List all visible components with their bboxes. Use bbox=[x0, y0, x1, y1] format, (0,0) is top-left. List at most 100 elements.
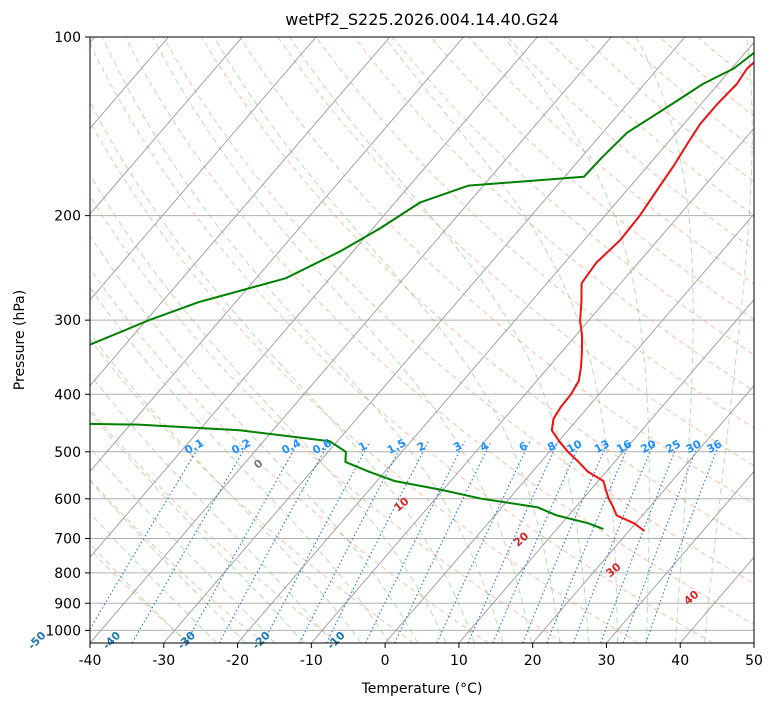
moist-adiabat-label: 20 bbox=[511, 529, 531, 549]
x-tick-label: 30 bbox=[598, 653, 616, 669]
isotherm bbox=[90, 37, 464, 473]
moist-adiabat bbox=[152, 37, 532, 643]
isotherms bbox=[90, 37, 754, 643]
isotherm bbox=[237, 41, 754, 643]
mixing-ratio-label: 0.1 bbox=[183, 436, 206, 457]
chart-title: wetPf2_S225.2026.004.14.40.G24 bbox=[285, 10, 559, 30]
x-tick-label: -40 bbox=[79, 653, 102, 669]
isotherm bbox=[310, 127, 754, 643]
x-tick-label: 40 bbox=[671, 653, 689, 669]
mixing-ratio-line bbox=[365, 441, 466, 643]
dry-adiabat bbox=[315, 37, 754, 429]
mixing-ratio-label: 1.5 bbox=[385, 436, 408, 457]
y-tick-label: 500 bbox=[54, 445, 81, 461]
x-tick-label: 0 bbox=[381, 653, 390, 669]
y-tick-label: 300 bbox=[54, 313, 81, 329]
dry-adiabat bbox=[659, 37, 754, 117]
mixing-ratio-line bbox=[218, 441, 331, 643]
dry-adiabat bbox=[430, 37, 754, 320]
dry-adiabat bbox=[544, 37, 754, 217]
mixing-ratio-line bbox=[645, 441, 721, 643]
moist-adiabat bbox=[90, 480, 247, 643]
mixing-ratio-label: 13 bbox=[592, 437, 612, 456]
dry-adiabat bbox=[90, 120, 639, 643]
x-tick-label: 50 bbox=[745, 653, 763, 669]
mixing-ratio-label: 10 bbox=[565, 437, 585, 456]
dry-adiabat-label: -10 bbox=[325, 629, 348, 652]
moist-adiabat bbox=[90, 100, 475, 643]
isotherm bbox=[90, 37, 391, 387]
y-tick-label: 600 bbox=[54, 492, 81, 508]
profiles bbox=[90, 51, 754, 532]
y-tick-label: 700 bbox=[54, 532, 81, 548]
pressure-gridlines bbox=[90, 37, 754, 631]
isotherm bbox=[458, 299, 754, 643]
moist-adiabat bbox=[101, 37, 504, 643]
dry-adiabat bbox=[506, 37, 754, 251]
dry-adiabat bbox=[392, 37, 754, 356]
moist-adiabat bbox=[90, 286, 390, 643]
mixing-ratio-line bbox=[299, 441, 405, 643]
mixing-ratio-label: 16 bbox=[614, 437, 634, 456]
moist-adiabat bbox=[635, 37, 694, 643]
moist-adiabat bbox=[90, 446, 276, 643]
moist-adiabat-label: 30 bbox=[603, 560, 623, 580]
isotherm bbox=[606, 470, 754, 643]
moist-adiabat bbox=[704, 37, 753, 643]
moist-adiabat bbox=[289, 37, 590, 643]
moist-adiabat bbox=[90, 234, 419, 643]
mixing-ratio-line bbox=[492, 441, 582, 643]
x-tick-label: -20 bbox=[226, 653, 249, 669]
moist-adiabat bbox=[90, 173, 447, 643]
mixing-ratio-label: 0.2 bbox=[230, 436, 253, 457]
dry-adiabat bbox=[124, 37, 754, 625]
mixing-ratio-line bbox=[436, 441, 531, 643]
isotherm bbox=[163, 37, 686, 643]
y-tick-label: 100 bbox=[54, 30, 81, 46]
dry-adiabat bbox=[239, 37, 754, 505]
x-axis-ticks: -40 -30 -20 -10 0 10 20 30 40 50 bbox=[79, 643, 763, 669]
moist-adiabat bbox=[90, 332, 362, 643]
dry-adiabat bbox=[277, 37, 754, 467]
dry-adiabat-label: -20 bbox=[250, 629, 273, 652]
y-tick-label: 1000 bbox=[45, 623, 81, 639]
moist-adiabat bbox=[90, 411, 305, 643]
moist-adiabats bbox=[90, 37, 753, 643]
isotherm bbox=[532, 384, 754, 643]
dewpoint-profile-line bbox=[90, 51, 754, 531]
temperature-profile-line bbox=[550, 61, 754, 532]
y-axis-label: Pressure (hPa) bbox=[12, 290, 28, 390]
y-tick-label: 900 bbox=[54, 596, 81, 612]
mixing-ratio-lines bbox=[90, 441, 721, 643]
moist-adiabat-label: 0 bbox=[251, 456, 265, 471]
moist-adiabat bbox=[90, 373, 333, 643]
isotherm bbox=[90, 37, 538, 558]
dry-adiabat bbox=[90, 42, 713, 643]
mixing-ratio-line bbox=[90, 441, 203, 631]
mixing-ratio-label: 25 bbox=[663, 437, 683, 456]
dry-adiabat bbox=[90, 267, 489, 643]
mixing-ratio-line bbox=[394, 441, 492, 643]
dry-adiabat-label: -40 bbox=[100, 629, 123, 652]
dry-adiabat bbox=[468, 37, 754, 285]
x-tick-label: 10 bbox=[450, 653, 468, 669]
moist-adiabat-label: 10 bbox=[391, 494, 411, 514]
dry-adiabat bbox=[582, 37, 754, 183]
isotherm bbox=[90, 37, 612, 643]
dry-adiabat bbox=[353, 37, 754, 392]
y-tick-label: 800 bbox=[54, 566, 81, 582]
dry-adiabat bbox=[697, 37, 754, 85]
dry-adiabat bbox=[90, 548, 190, 643]
dry-adiabat bbox=[90, 478, 265, 643]
y-tick-label: 400 bbox=[54, 387, 81, 403]
dry-adiabat bbox=[200, 37, 754, 544]
dry-adiabat bbox=[90, 408, 339, 643]
mixing-ratio-label: 30 bbox=[684, 437, 704, 456]
mixing-ratio-line bbox=[522, 441, 609, 643]
isotherm bbox=[753, 642, 754, 643]
moist-adiabat bbox=[503, 37, 650, 643]
x-axis-label: Temperature (°C) bbox=[361, 681, 483, 697]
y-tick-label: 200 bbox=[54, 209, 81, 225]
mixing-ratio-line bbox=[467, 441, 559, 643]
